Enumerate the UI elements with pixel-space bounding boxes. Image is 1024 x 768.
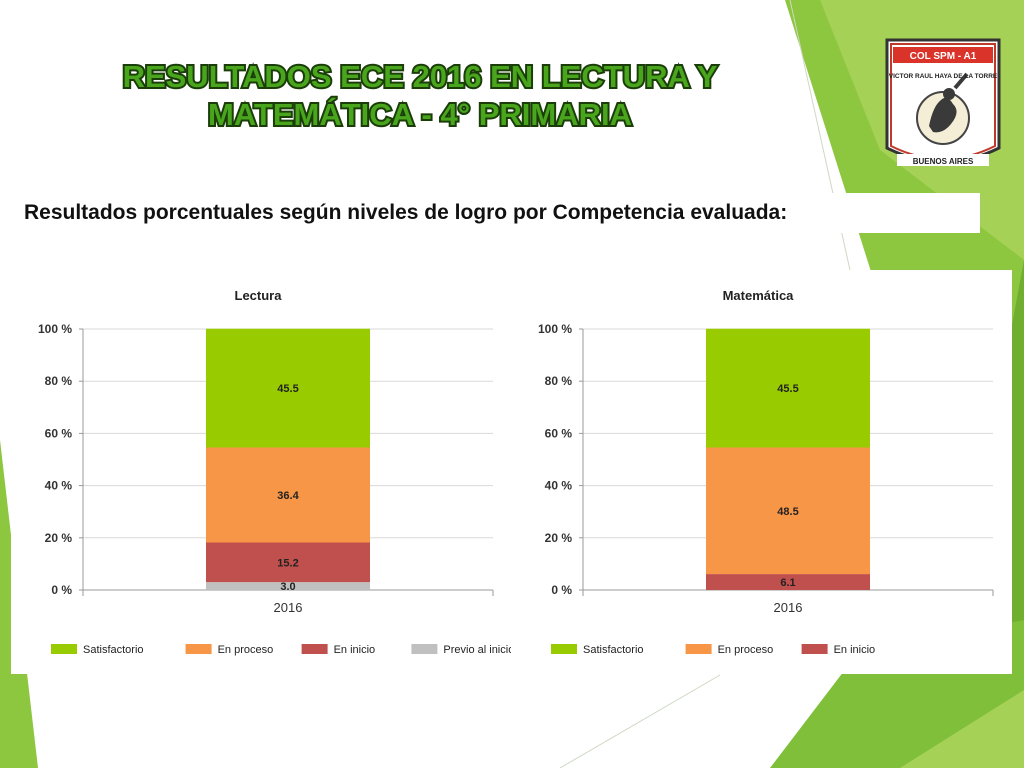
data-label-satisfactorio: 45.5 [277,383,298,395]
bg-green-bottom-light [900,690,1024,768]
x-tick-label: 2016 [774,600,803,615]
x-tick-label: 2016 [274,600,303,615]
page-title: RESULTADOS ECE 2016 EN LECTURA Y MATEMÁT… [60,57,780,134]
y-tick-label: 80 % [545,374,573,388]
bar-previo-al-inicio [206,582,370,590]
chart-svg: Matemática 0 % 20 % 40 % 60 % 80 % 100 % 6.1 48.… [538,288,994,656]
bar-satisfactorio [706,328,870,448]
legend-swatch-en-proceso [185,644,212,654]
legend-swatch-en-proceso [685,644,712,654]
y-tick-label: 20 % [45,531,73,545]
logo-arc-text: VICTOR RAUL HAYA DE LA TORRE [889,73,998,80]
bar-en-proceso [206,447,370,543]
legend-swatch-satisfactorio [551,644,577,654]
chart-title-lectura: Lectura [235,288,283,303]
y-tick-label: 40 % [45,479,73,493]
legend-label-satisfactorio: Satisfactorio [83,644,144,656]
bar-en-inicio [706,574,870,590]
logo-bottom-text: BUENOS AIRES [913,157,974,166]
legend-label-previo-al-inicio: Previo al inicio [443,644,511,656]
chart-svg: Lectura 0 % 20 % 40 % 60 % 80 % 100 % 3.0 15.2 36… [38,288,511,656]
bg-thin-line [559,674,721,768]
legend-label-en-inicio: En inicio [834,644,876,656]
page-title-line2: MATEMÁTICA - 4° PRIMARIA [206,95,634,134]
y-tick-label: 60 % [545,426,573,440]
data-label-en-inicio: 6.1 [780,577,795,589]
legend-swatch-en-inicio [801,644,828,654]
chart-title-matematica: Matemática [723,288,795,303]
data-label-previo-al-inicio: 3.0 [280,581,295,593]
y-tick-label: 20 % [545,531,573,545]
y-tick-label: 80 % [45,374,73,388]
y-tick-label: 60 % [45,426,73,440]
chart-lectura: Lectura 0 % 20 % 40 % 60 % 80 % 100 % 3.0 15.2 36… [11,270,511,674]
y-tick-label: 100 % [38,322,72,336]
chart-matematica: Matemática 0 % 20 % 40 % 60 % 80 % 100 % 6.1 48.… [511,270,1011,674]
logo-top-text: COL SPM - A1 [910,51,977,62]
y-tick-label: 0 % [551,583,572,597]
page-title-line1: RESULTADOS ECE 2016 EN LECTURA Y [121,57,720,96]
school-logo: COL SPM - A1 VICTOR RAUL HAYA DE LA TORR… [885,38,1001,166]
legend-label-en-proceso: En proceso [718,644,774,656]
y-tick-label: 0 % [51,583,72,597]
data-label-satisfactorio: 45.5 [777,383,798,395]
data-label-en-inicio: 15.2 [277,557,298,569]
legend-label-en-proceso: En proceso [218,644,274,656]
y-tick-label: 100 % [538,322,572,336]
bar-en-inicio [206,542,370,583]
legend-label-satisfactorio: Satisfactorio [583,644,644,656]
bar-satisfactorio [206,328,370,448]
legend-swatch-previo-al-inicio [411,644,438,654]
subtitle: Resultados porcentuales según niveles de… [16,193,980,233]
legend-swatch-satisfactorio [51,644,77,654]
legend-label-en-inicio: En inicio [334,644,376,656]
y-tick-label: 40 % [545,479,573,493]
data-label-en-proceso: 36.4 [277,490,299,502]
data-label-en-proceso: 48.5 [777,506,798,518]
legend-swatch-en-inicio [301,644,328,654]
bar-en-proceso [706,447,870,575]
charts-panel: Lectura 0 % 20 % 40 % 60 % 80 % 100 % 3.0 15.2 36… [11,270,1012,674]
